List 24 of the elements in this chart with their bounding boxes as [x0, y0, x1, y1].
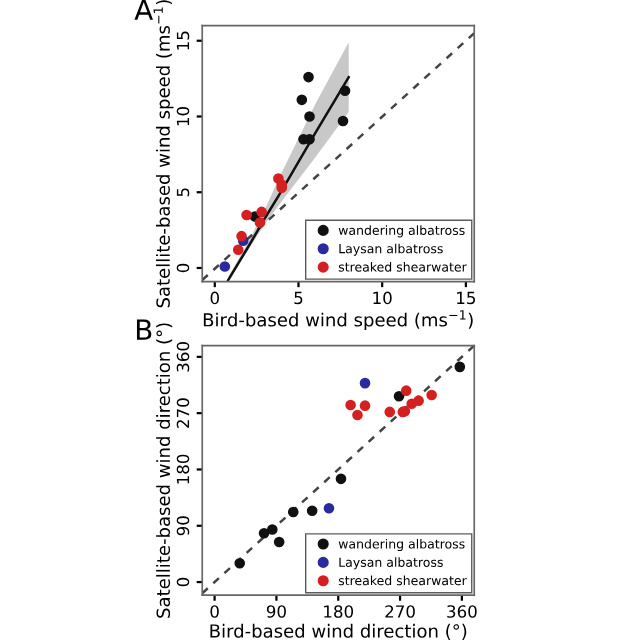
y-tick-label: 10 — [176, 106, 190, 126]
x-axis-title: Bird-based wind direction (°) — [210, 623, 467, 640]
y-tick-label: 0 — [176, 577, 190, 587]
x-tick-label: 5 — [294, 291, 303, 305]
y-tick-label: 90 — [176, 516, 190, 536]
y-tick-label: 180 — [176, 454, 190, 484]
y-tick-label: 360 — [176, 342, 190, 372]
y-tick-label: 5 — [176, 188, 190, 197]
y-tick-label: 270 — [176, 398, 190, 428]
y-axis-title: Satellite-based wind direction (°) — [156, 323, 173, 618]
x-tick-label: 0 — [210, 291, 219, 305]
text: B — [136, 319, 152, 340]
x-tick-label: 15 — [457, 291, 476, 305]
x-tick-label: 360 — [447, 605, 477, 618]
x-tick-label: 270 — [385, 605, 415, 618]
y-tick-label: 15 — [176, 31, 190, 50]
text: A — [134, 0, 154, 20]
y-tick-label: 0 — [176, 263, 190, 273]
x-axis-title: Bird-based wind speed (ms$^{−1}$) — [203, 310, 473, 331]
x-tick-label: 180 — [324, 605, 354, 618]
y-axis-title: Satellite-based wind speed (ms$^{−1}$) — [153, 0, 174, 308]
x-tick-label: 10 — [373, 291, 392, 305]
x-tick-label: 0 — [210, 605, 219, 618]
x-tick-label: 90 — [266, 605, 286, 618]
